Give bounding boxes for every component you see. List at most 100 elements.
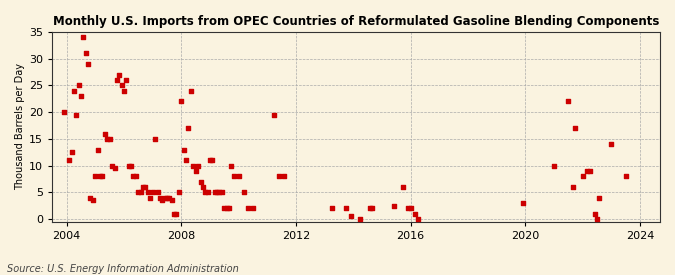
Point xyxy=(190,169,201,173)
Point xyxy=(214,190,225,194)
Point xyxy=(150,137,161,141)
Point xyxy=(121,78,132,82)
Point xyxy=(102,137,113,141)
Point xyxy=(606,142,617,146)
Point xyxy=(183,126,194,130)
Point xyxy=(124,163,134,168)
Point xyxy=(171,211,182,216)
Point xyxy=(367,206,378,211)
Point xyxy=(226,163,237,168)
Point xyxy=(161,196,172,200)
Point xyxy=(594,196,605,200)
Point xyxy=(59,110,70,114)
Point xyxy=(234,174,244,178)
Point xyxy=(173,190,184,194)
Point xyxy=(207,158,217,163)
Point xyxy=(570,126,581,130)
Point xyxy=(169,211,180,216)
Point xyxy=(131,174,142,178)
Point xyxy=(111,78,122,82)
Point xyxy=(341,206,352,211)
Point xyxy=(563,99,574,104)
Point xyxy=(549,163,560,168)
Point xyxy=(410,211,421,216)
Point xyxy=(155,196,165,200)
Point xyxy=(518,201,529,205)
Point xyxy=(92,147,103,152)
Point xyxy=(85,196,96,200)
Point xyxy=(126,163,136,168)
Point xyxy=(164,196,175,200)
Point xyxy=(269,112,280,117)
Point xyxy=(97,174,108,178)
Point xyxy=(212,190,223,194)
Point xyxy=(109,166,120,170)
Point xyxy=(620,174,631,178)
Point xyxy=(138,185,148,189)
Point xyxy=(200,190,211,194)
Point xyxy=(197,185,208,189)
Point xyxy=(178,147,189,152)
Point xyxy=(76,94,86,98)
Point xyxy=(238,190,249,194)
Point xyxy=(389,204,400,208)
Point xyxy=(355,217,366,221)
Point xyxy=(147,190,158,194)
Point xyxy=(167,198,178,203)
Point xyxy=(221,206,232,211)
Point xyxy=(219,206,230,211)
Point xyxy=(157,198,167,203)
Point xyxy=(159,196,170,200)
Point xyxy=(176,99,187,104)
Point xyxy=(224,206,235,211)
Point xyxy=(248,206,259,211)
Point xyxy=(128,174,139,178)
Point xyxy=(71,112,82,117)
Point xyxy=(327,206,338,211)
Point xyxy=(142,190,153,194)
Point xyxy=(90,174,101,178)
Point xyxy=(589,211,600,216)
Point xyxy=(243,206,254,211)
Point xyxy=(116,83,127,88)
Point xyxy=(403,206,414,211)
Point xyxy=(88,198,99,203)
Point xyxy=(412,217,423,221)
Title: Monthly U.S. Imports from OPEC Countries of Reformulated Gasoline Blending Compo: Monthly U.S. Imports from OPEC Countries… xyxy=(53,15,659,28)
Text: Source: U.S. Energy Information Administration: Source: U.S. Energy Information Administ… xyxy=(7,264,238,274)
Point xyxy=(95,174,105,178)
Point xyxy=(145,196,156,200)
Point xyxy=(279,174,290,178)
Y-axis label: Thousand Barrels per Day: Thousand Barrels per Day xyxy=(15,63,25,190)
Point xyxy=(135,190,146,194)
Point xyxy=(585,169,595,173)
Point xyxy=(188,163,198,168)
Point xyxy=(205,158,215,163)
Point xyxy=(405,206,416,211)
Point xyxy=(577,174,588,178)
Point xyxy=(192,163,203,168)
Point xyxy=(209,190,220,194)
Point xyxy=(591,217,602,221)
Point xyxy=(582,169,593,173)
Point xyxy=(133,190,144,194)
Point xyxy=(63,158,74,163)
Point xyxy=(119,89,130,93)
Point xyxy=(364,206,375,211)
Point xyxy=(181,158,192,163)
Point xyxy=(74,83,84,88)
Point xyxy=(568,185,578,189)
Point xyxy=(346,214,356,219)
Point xyxy=(228,174,239,178)
Point xyxy=(398,185,409,189)
Point xyxy=(83,62,94,66)
Point xyxy=(195,179,206,184)
Point xyxy=(217,190,227,194)
Point xyxy=(66,150,77,155)
Point xyxy=(104,137,115,141)
Point xyxy=(113,73,124,77)
Point xyxy=(107,163,117,168)
Point xyxy=(80,51,91,56)
Point xyxy=(202,190,213,194)
Point xyxy=(274,174,285,178)
